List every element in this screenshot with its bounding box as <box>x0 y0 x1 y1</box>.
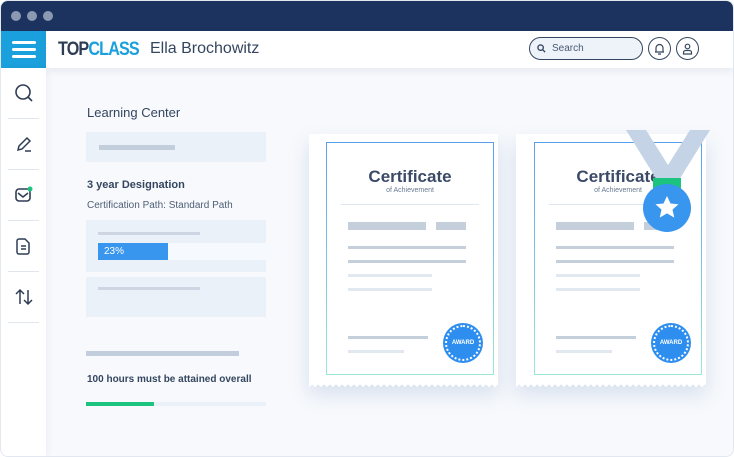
progress-bar: 23% <box>98 243 276 260</box>
sort-arrows-icon <box>14 288 33 306</box>
section-title: Learning Center <box>87 105 181 120</box>
certificate-title: Certificate <box>368 167 452 186</box>
notifications-button[interactable] <box>648 37 671 60</box>
certificate-subtitle: of Achievement <box>386 187 434 194</box>
designation-title: 3 year Designation <box>87 179 185 191</box>
pencil-icon <box>16 136 31 152</box>
search-icon <box>537 44 546 53</box>
title-bar <box>1 1 733 31</box>
placeholder-bar <box>86 351 239 356</box>
mail-icon <box>14 186 32 202</box>
award-seal: AWARD <box>445 325 481 361</box>
sidebar-item-documents[interactable] <box>8 221 39 272</box>
certificate-title: Certificate <box>576 167 660 186</box>
logo-class: CLASS <box>88 39 139 60</box>
window-dot[interactable] <box>43 11 53 21</box>
header: TOPCLASS Ella Brochowitz Search <box>46 31 733 68</box>
award-seal: AWARD <box>653 325 689 361</box>
document-icon <box>15 238 30 255</box>
hours-requirement: 100 hours must be attained overall <box>87 374 252 385</box>
certificate-card[interactable]: Certificate of Achievement AWARD <box>309 134 498 389</box>
certification-path: Certification Path: Standard Path <box>87 200 233 211</box>
certificate-subtitle: of Achievement <box>594 187 642 194</box>
sidebar-item-messages[interactable] <box>8 170 39 221</box>
search-input[interactable]: Search <box>529 37 643 60</box>
search-icon <box>14 84 33 102</box>
logo-top: TOP <box>58 39 89 60</box>
medal-icon <box>626 130 710 232</box>
search-placeholder: Search <box>552 43 584 54</box>
profile-button[interactable] <box>676 37 699 60</box>
sidebar <box>1 68 46 456</box>
sidebar-item-search[interactable] <box>8 68 39 119</box>
progress-fill: 23% <box>98 243 168 260</box>
hours-progress-bar <box>86 402 266 406</box>
user-name: Ella Brochowitz <box>150 40 260 57</box>
window-dot[interactable] <box>27 11 37 21</box>
window-dot[interactable] <box>11 11 21 21</box>
hours-progress-fill <box>86 402 155 406</box>
user-icon <box>682 43 693 55</box>
sidebar-item-transfer[interactable] <box>8 272 39 323</box>
sidebar-item-edit[interactable] <box>8 119 39 170</box>
bell-icon <box>655 43 664 55</box>
placeholder-block <box>86 277 266 317</box>
placeholder-block <box>86 132 266 162</box>
logo[interactable]: TOPCLASS <box>58 39 140 61</box>
progress-card: 23% <box>86 220 276 272</box>
menu-button[interactable] <box>1 31 46 68</box>
